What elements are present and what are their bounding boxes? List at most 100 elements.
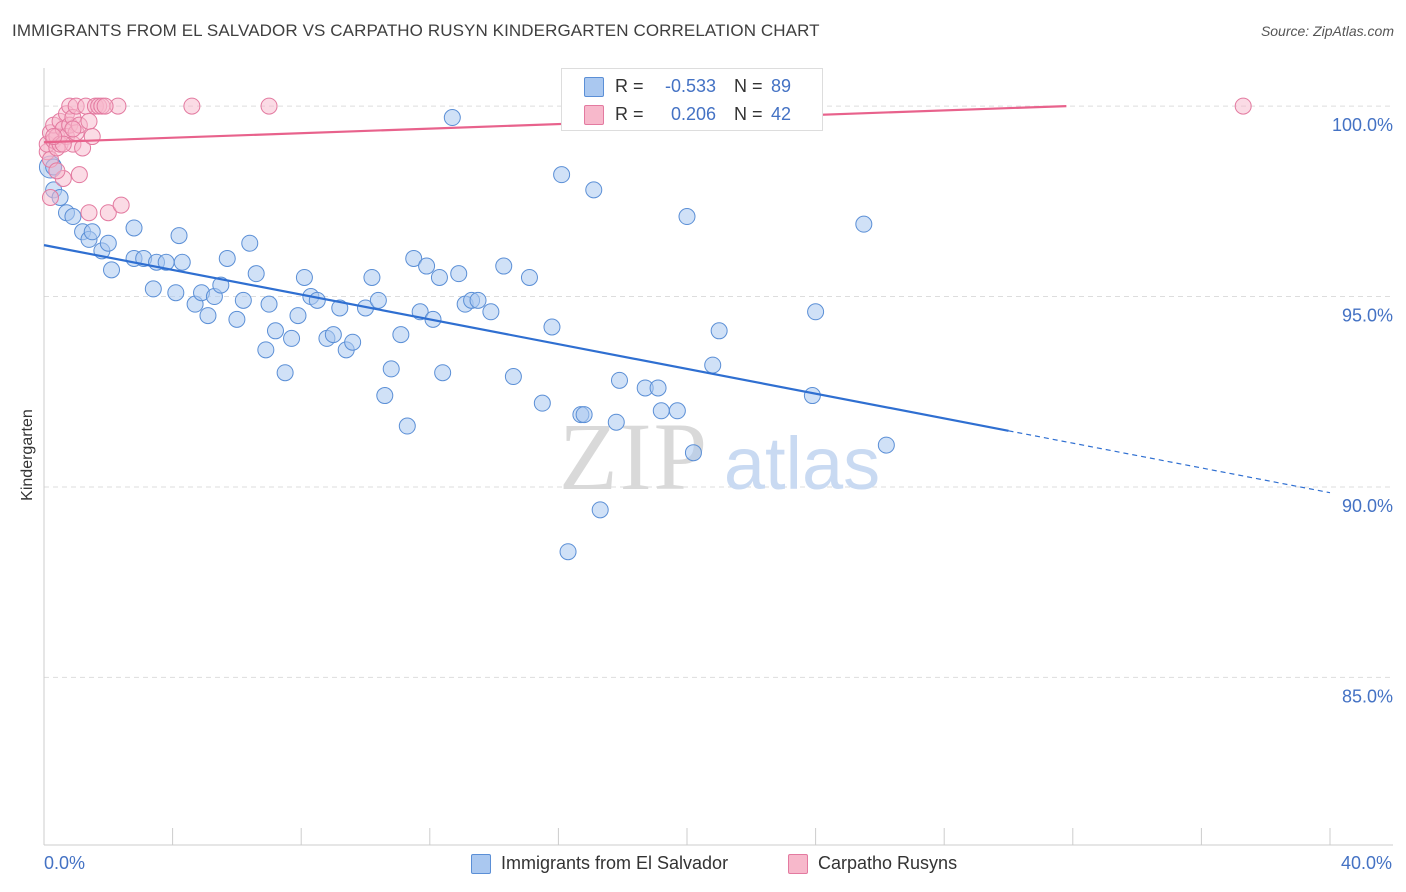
data-point-el-salvador bbox=[482, 303, 500, 321]
source-credit: Source: ZipAtlas.com bbox=[1260, 23, 1394, 39]
data-point-el-salvador bbox=[398, 417, 416, 435]
legend-swatch-blue bbox=[584, 77, 604, 97]
data-point-el-salvador bbox=[450, 265, 468, 283]
data-point-el-salvador bbox=[430, 268, 448, 286]
data-point-el-salvador bbox=[559, 543, 577, 561]
legend-swatch-blue bbox=[471, 854, 491, 874]
grid-layer bbox=[44, 105, 1393, 678]
data-point-el-salvador bbox=[64, 208, 82, 226]
data-point-el-salvador bbox=[553, 166, 571, 184]
data-point-carpatho-rusyns bbox=[80, 204, 98, 222]
data-point-el-salvador bbox=[434, 364, 452, 382]
data-point-el-salvador bbox=[99, 234, 117, 252]
legend-label: Immigrants from El Salvador bbox=[501, 853, 729, 873]
data-point-el-salvador bbox=[405, 249, 423, 267]
data-point-el-salvador bbox=[418, 257, 436, 275]
data-point-el-salvador bbox=[610, 371, 628, 389]
data-point-el-salvador bbox=[376, 387, 394, 405]
y-tick-label: 100.0% bbox=[1332, 115, 1393, 135]
data-point-el-salvador bbox=[289, 307, 307, 325]
data-point-el-salvador bbox=[710, 322, 728, 340]
data-point-el-salvador bbox=[649, 379, 667, 397]
watermark-atlas: atlas bbox=[724, 422, 880, 505]
legend-r-label: R = bbox=[615, 104, 644, 124]
legend-swatch-pink bbox=[584, 105, 604, 125]
data-point-el-salvador bbox=[533, 394, 551, 412]
data-point-el-salvador bbox=[144, 280, 162, 298]
data-point-el-salvador bbox=[324, 326, 342, 344]
data-point-carpatho-rusyns bbox=[112, 196, 130, 214]
data-point-el-salvador bbox=[877, 436, 895, 454]
legend-swatch-pink bbox=[788, 854, 808, 874]
data-point-el-salvador bbox=[170, 227, 188, 245]
legend-r-value: 0.206 bbox=[670, 104, 716, 124]
data-point-el-salvador bbox=[607, 413, 625, 431]
data-point-el-salvador bbox=[495, 257, 513, 275]
legend-row-carpatho-rusyns: R = 0.206 N = 42 bbox=[562, 101, 822, 127]
x-tick-label-max: 40.0% bbox=[1340, 853, 1392, 873]
data-point-el-salvador bbox=[103, 261, 121, 279]
legend-r-value: -0.533 bbox=[664, 76, 716, 96]
data-point-el-salvador bbox=[295, 268, 313, 286]
data-point-el-salvador bbox=[283, 329, 301, 347]
data-point-carpatho-rusyns bbox=[41, 189, 59, 206]
data-point-el-salvador bbox=[363, 268, 381, 286]
data-point-el-salvador bbox=[382, 360, 400, 378]
y-tick-label: 95.0% bbox=[1342, 306, 1393, 326]
data-point-carpatho-rusyns bbox=[1234, 97, 1252, 115]
trend-line-el-salvador-extension bbox=[1008, 430, 1331, 494]
chart-title: IMMIGRANTS FROM EL SALVADOR VS CARPATHO … bbox=[12, 21, 820, 40]
data-point-el-salvador bbox=[855, 215, 873, 233]
legend-n-value: 42 bbox=[771, 104, 792, 124]
data-point-el-salvador bbox=[218, 249, 236, 267]
trend-line-carpatho-rusyns bbox=[43, 104, 1067, 144]
data-point-el-salvador bbox=[684, 444, 702, 462]
data-point-el-salvador bbox=[704, 356, 722, 374]
data-point-el-salvador bbox=[257, 341, 275, 359]
data-point-el-salvador bbox=[443, 109, 461, 127]
data-point-el-salvador bbox=[331, 299, 349, 317]
data-point-el-salvador bbox=[125, 219, 143, 237]
legend-n-value: 89 bbox=[771, 76, 792, 96]
data-point-el-salvador bbox=[807, 303, 825, 321]
correlation-legend: R = -0.533 N = 89 R = 0.206 N = 42 bbox=[561, 68, 823, 131]
data-point-el-salvador bbox=[543, 318, 561, 336]
data-point-carpatho-rusyns bbox=[96, 97, 114, 115]
data-point-el-salvador bbox=[199, 307, 217, 325]
legend-n-label: N = bbox=[734, 76, 763, 96]
data-point-carpatho-rusyns bbox=[260, 97, 278, 115]
y-tick-label: 90.0% bbox=[1342, 496, 1393, 516]
x-tick-label-min: 0.0% bbox=[44, 853, 86, 873]
data-point-el-salvador bbox=[585, 181, 603, 199]
data-point-el-salvador bbox=[228, 310, 246, 328]
data-point-carpatho-rusyns bbox=[45, 128, 63, 146]
data-point-el-salvador bbox=[276, 364, 294, 382]
series-carpatho-rusyns-points bbox=[38, 97, 1252, 222]
data-point-carpatho-rusyns bbox=[83, 128, 101, 146]
data-point-el-salvador bbox=[668, 402, 686, 420]
data-point-el-salvador bbox=[167, 284, 185, 302]
data-point-el-salvador bbox=[504, 368, 522, 386]
legend-r-label: R = bbox=[615, 76, 644, 96]
trend-line-el-salvador bbox=[43, 244, 1009, 432]
data-point-el-salvador bbox=[803, 387, 821, 405]
legend-label: Carpatho Rusyns bbox=[818, 853, 958, 873]
data-point-el-salvador bbox=[575, 406, 593, 424]
y-axis-label: Kindergarten bbox=[19, 409, 36, 501]
data-point-el-salvador bbox=[678, 208, 696, 226]
y-tick-label: 85.0% bbox=[1342, 686, 1393, 706]
trend-layer bbox=[43, 104, 1331, 494]
data-point-el-salvador bbox=[83, 223, 101, 241]
data-point-el-salvador bbox=[344, 333, 362, 351]
series-legend: Immigrants from El Salvador Carpatho Rus… bbox=[0, 852, 1406, 878]
data-point-el-salvador bbox=[392, 326, 410, 344]
data-point-carpatho-rusyns bbox=[183, 97, 201, 115]
legend-n-label: N = bbox=[734, 104, 763, 124]
data-point-el-salvador bbox=[266, 322, 284, 340]
y-tick-labels: 100.0% 95.0% 90.0% 85.0% bbox=[1332, 115, 1393, 706]
series-el-salvador-points bbox=[38, 109, 895, 561]
data-point-el-salvador bbox=[234, 291, 252, 309]
data-point-carpatho-rusyns bbox=[70, 166, 88, 184]
data-point-el-salvador bbox=[469, 291, 487, 309]
